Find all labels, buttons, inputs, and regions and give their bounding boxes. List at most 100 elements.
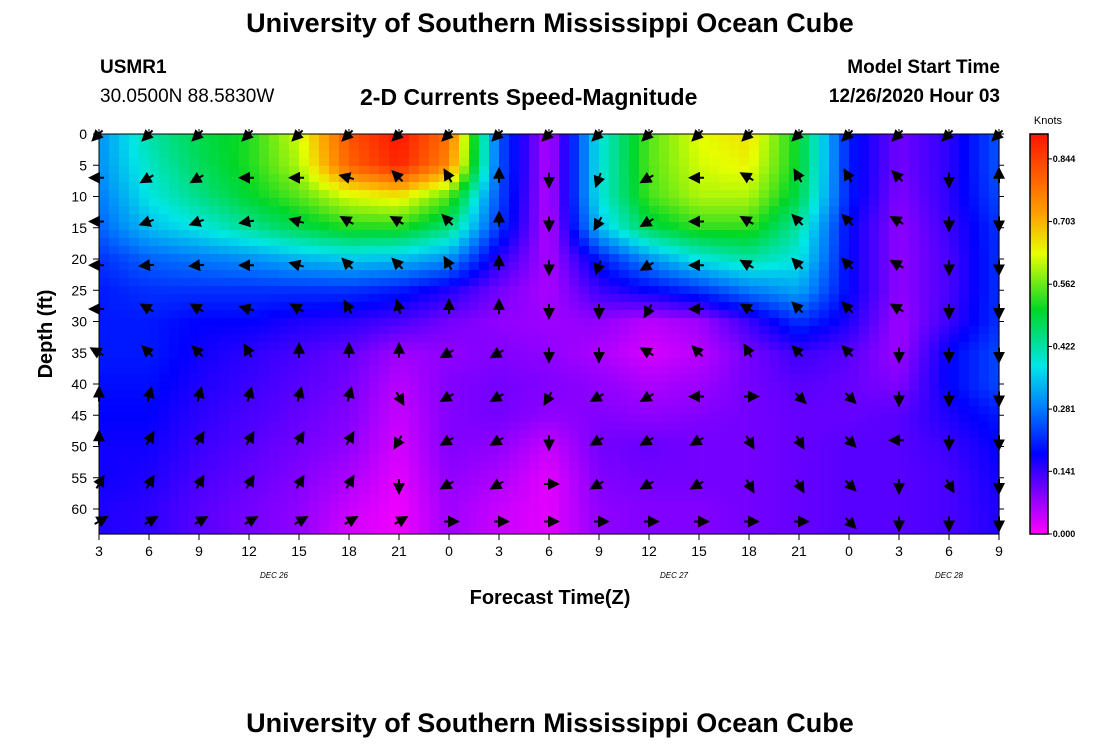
- heatmap-cell: [549, 142, 560, 151]
- heatmap-cell: [189, 422, 200, 431]
- heatmap-cell: [799, 134, 810, 143]
- heatmap-cell: [309, 438, 320, 447]
- heatmap-cell: [469, 190, 480, 199]
- heatmap-cell: [229, 174, 240, 183]
- heatmap-cell: [369, 518, 380, 527]
- heatmap-cell: [879, 174, 890, 183]
- heatmap-cell: [779, 222, 790, 231]
- heatmap-cell: [519, 366, 530, 375]
- heatmap-cell: [279, 382, 290, 391]
- heatmap-cell: [129, 158, 140, 167]
- heatmap-cell: [869, 414, 880, 423]
- heatmap-cell: [529, 366, 540, 375]
- heatmap-cell: [469, 438, 480, 447]
- heatmap-cell: [239, 142, 250, 151]
- heatmap-cell: [539, 214, 550, 223]
- heatmap-cell: [439, 318, 450, 327]
- heatmap-cell: [749, 374, 760, 383]
- heatmap-cell: [699, 382, 710, 391]
- heatmap-cell: [619, 470, 630, 479]
- heatmap-cell: [729, 206, 740, 215]
- heatmap-cell: [489, 526, 500, 535]
- heatmap-cell: [539, 382, 550, 391]
- heatmap-cell: [839, 142, 850, 151]
- heatmap-cell: [419, 470, 430, 479]
- heatmap-cell: [99, 438, 110, 447]
- heatmap-cell: [949, 198, 960, 207]
- heatmap-cell: [919, 206, 930, 215]
- heatmap-cell: [829, 182, 840, 191]
- heatmap-cell: [359, 246, 370, 255]
- heatmap-cell: [109, 342, 120, 351]
- heatmap-cell: [129, 254, 140, 263]
- colorbar-cell: [1030, 178, 1048, 181]
- heatmap-cell: [419, 526, 430, 535]
- heatmap-cell: [839, 414, 850, 423]
- current-arrow: [293, 430, 305, 446]
- heatmap-cell: [169, 158, 180, 167]
- heatmap-cell: [229, 462, 240, 471]
- heatmap-cell: [379, 502, 390, 511]
- heatmap-cell: [409, 262, 420, 271]
- heatmap-cell: [439, 414, 450, 423]
- heatmap-cell: [259, 158, 270, 167]
- current-arrow: [639, 434, 654, 446]
- heatmap-cell: [549, 406, 560, 415]
- heatmap-cell: [209, 430, 220, 439]
- current-arrow: [288, 215, 305, 228]
- heatmap-cell: [609, 254, 620, 263]
- heatmap-cell: [789, 286, 800, 295]
- heatmap-cell: [979, 214, 990, 223]
- heatmap-cell: [979, 222, 990, 231]
- heatmap-cell: [469, 454, 480, 463]
- heatmap-cell: [229, 422, 240, 431]
- heatmap-cell: [639, 446, 650, 455]
- heatmap-cell: [859, 270, 870, 279]
- heatmap-cell: [889, 294, 900, 303]
- heatmap-cell: [769, 278, 780, 287]
- heatmap-cell: [409, 246, 420, 255]
- heatmap-cell: [899, 318, 910, 327]
- heatmap-cell: [309, 478, 320, 487]
- heatmap-cell: [399, 254, 410, 263]
- heatmap-cell: [109, 470, 120, 479]
- heatmap-cell: [929, 430, 940, 439]
- heatmap-cell: [779, 358, 790, 367]
- current-arrow: [143, 474, 155, 489]
- heatmap-cell: [99, 150, 110, 159]
- heatmap-cell: [259, 262, 270, 271]
- heatmap-cell: [569, 158, 580, 167]
- heatmap-cell: [969, 166, 980, 175]
- colorbar-cell: [1030, 434, 1048, 437]
- heatmap-cell: [689, 374, 700, 383]
- heatmap-cell: [639, 486, 650, 495]
- heatmap-cell: [739, 278, 750, 287]
- x-tick-label: 9: [595, 543, 603, 559]
- heatmap-cell: [599, 358, 610, 367]
- heatmap-cell: [929, 358, 940, 367]
- heatmap-cell: [199, 510, 210, 519]
- current-arrow: [344, 516, 359, 528]
- heatmap-cell: [509, 174, 520, 183]
- heatmap-cell: [109, 478, 120, 487]
- heatmap-cell: [519, 278, 530, 287]
- colorbar-cell: [1030, 270, 1048, 273]
- heatmap-cell: [229, 414, 240, 423]
- heatmap-cell: [569, 462, 580, 471]
- heatmap-cell: [459, 142, 470, 151]
- heatmap-cell: [99, 422, 110, 431]
- heatmap-cell: [379, 406, 390, 415]
- heatmap-cell: [589, 230, 600, 239]
- heatmap-cell: [229, 206, 240, 215]
- heatmap-cell: [669, 262, 680, 271]
- heatmap-cell: [629, 510, 640, 519]
- heatmap-cell: [559, 446, 570, 455]
- heatmap-cell: [549, 486, 560, 495]
- heatmap-cell: [969, 278, 980, 287]
- colorbar-cell: [1030, 254, 1048, 257]
- heatmap-cell: [209, 398, 220, 407]
- heatmap-cell: [379, 206, 390, 215]
- heatmap-cell: [259, 142, 270, 151]
- heatmap-cell: [509, 334, 520, 343]
- heatmap-cell: [359, 230, 370, 239]
